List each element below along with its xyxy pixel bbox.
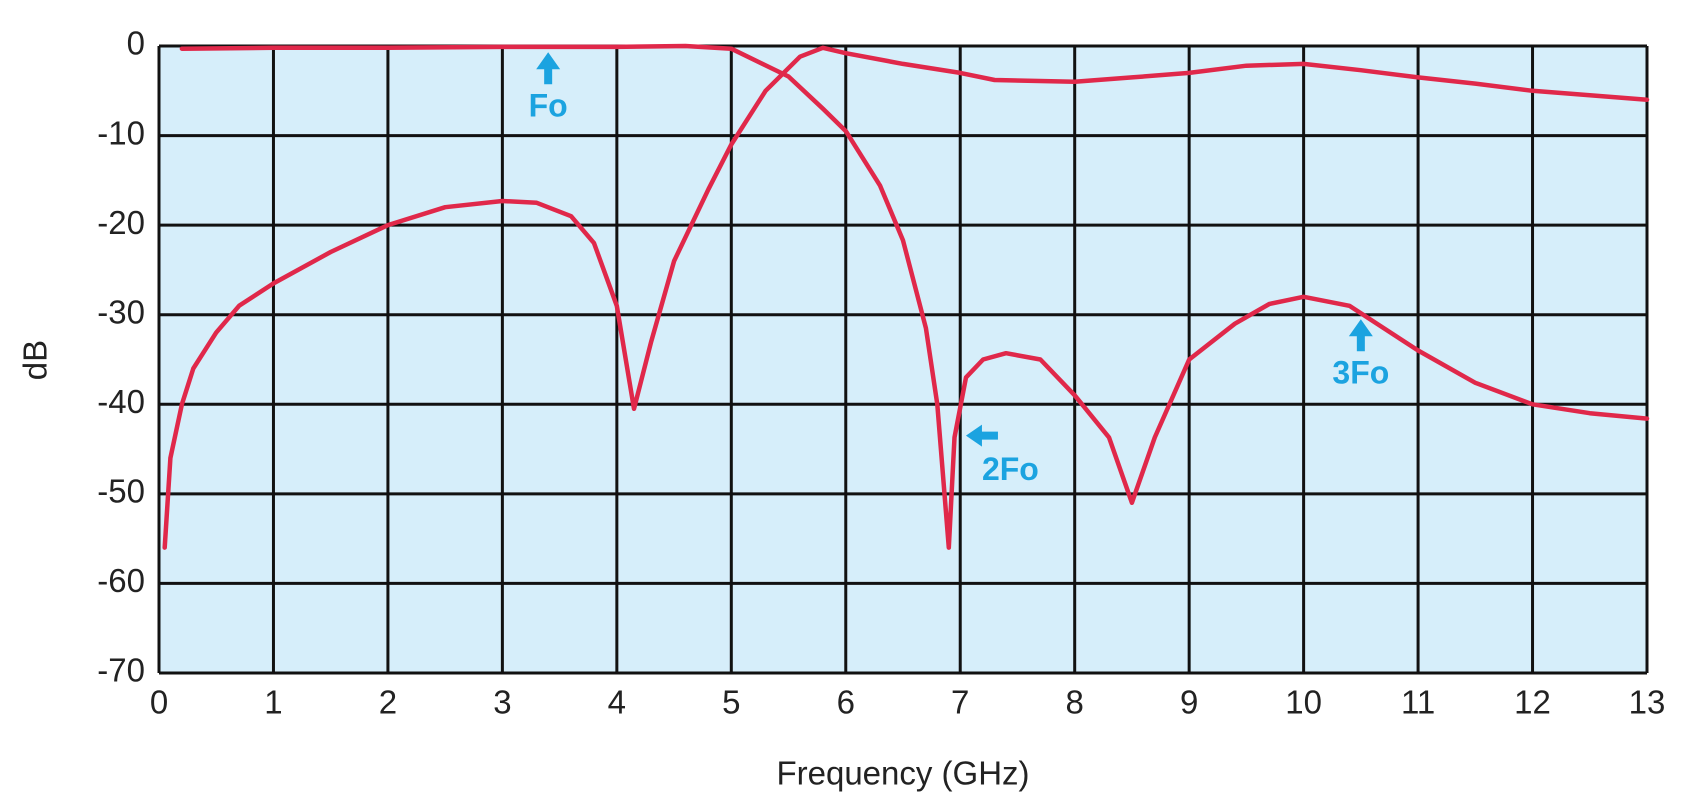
annotation-arrow <box>965 424 998 447</box>
y-tick-label: -40 <box>97 383 145 420</box>
y-tick-label: 0 <box>127 25 145 62</box>
x-tick-label: 0 <box>150 684 168 721</box>
x-tick-label: 7 <box>951 684 969 721</box>
y-tick-label: -20 <box>97 204 145 241</box>
y-tick-label: -10 <box>97 114 145 151</box>
x-axis-label: Frequency (GHz) <box>776 755 1029 792</box>
lines <box>162 43 1650 550</box>
annotation-label: Fo <box>529 88 568 124</box>
y-tick-label: -30 <box>97 293 145 330</box>
annotations: Fo 2Fo 3Fo <box>529 52 1389 487</box>
x-tick-label: 6 <box>837 684 855 721</box>
y-tick-label: -70 <box>97 652 145 689</box>
y-tick-label: -50 <box>97 473 145 510</box>
line-series <box>162 45 1650 550</box>
x-tick-label: 11 <box>1401 684 1435 721</box>
x-tick-label: 4 <box>608 684 626 721</box>
x-tick-label: 8 <box>1066 684 1084 721</box>
x-tick-label: 9 <box>1180 684 1198 721</box>
y-axis-label: dB <box>17 340 54 380</box>
x-tick-label: 5 <box>722 684 740 721</box>
annotation-label: 3Fo <box>1332 355 1389 391</box>
x-tick-label: 1 <box>264 684 282 721</box>
line-series <box>179 43 1650 550</box>
x-tick-label: 10 <box>1285 684 1322 721</box>
x-tick-label: 13 <box>1629 684 1666 721</box>
y-tick-label: -60 <box>97 562 145 599</box>
x-tick-label: 12 <box>1514 684 1551 721</box>
annotation-label: 2Fo <box>982 451 1039 487</box>
annotation-arrow <box>536 52 561 85</box>
annotation-arrow <box>1348 319 1373 352</box>
x-tick-label: 2 <box>379 684 397 721</box>
plot-background <box>159 46 1647 673</box>
x-tick-label: 3 <box>493 684 511 721</box>
